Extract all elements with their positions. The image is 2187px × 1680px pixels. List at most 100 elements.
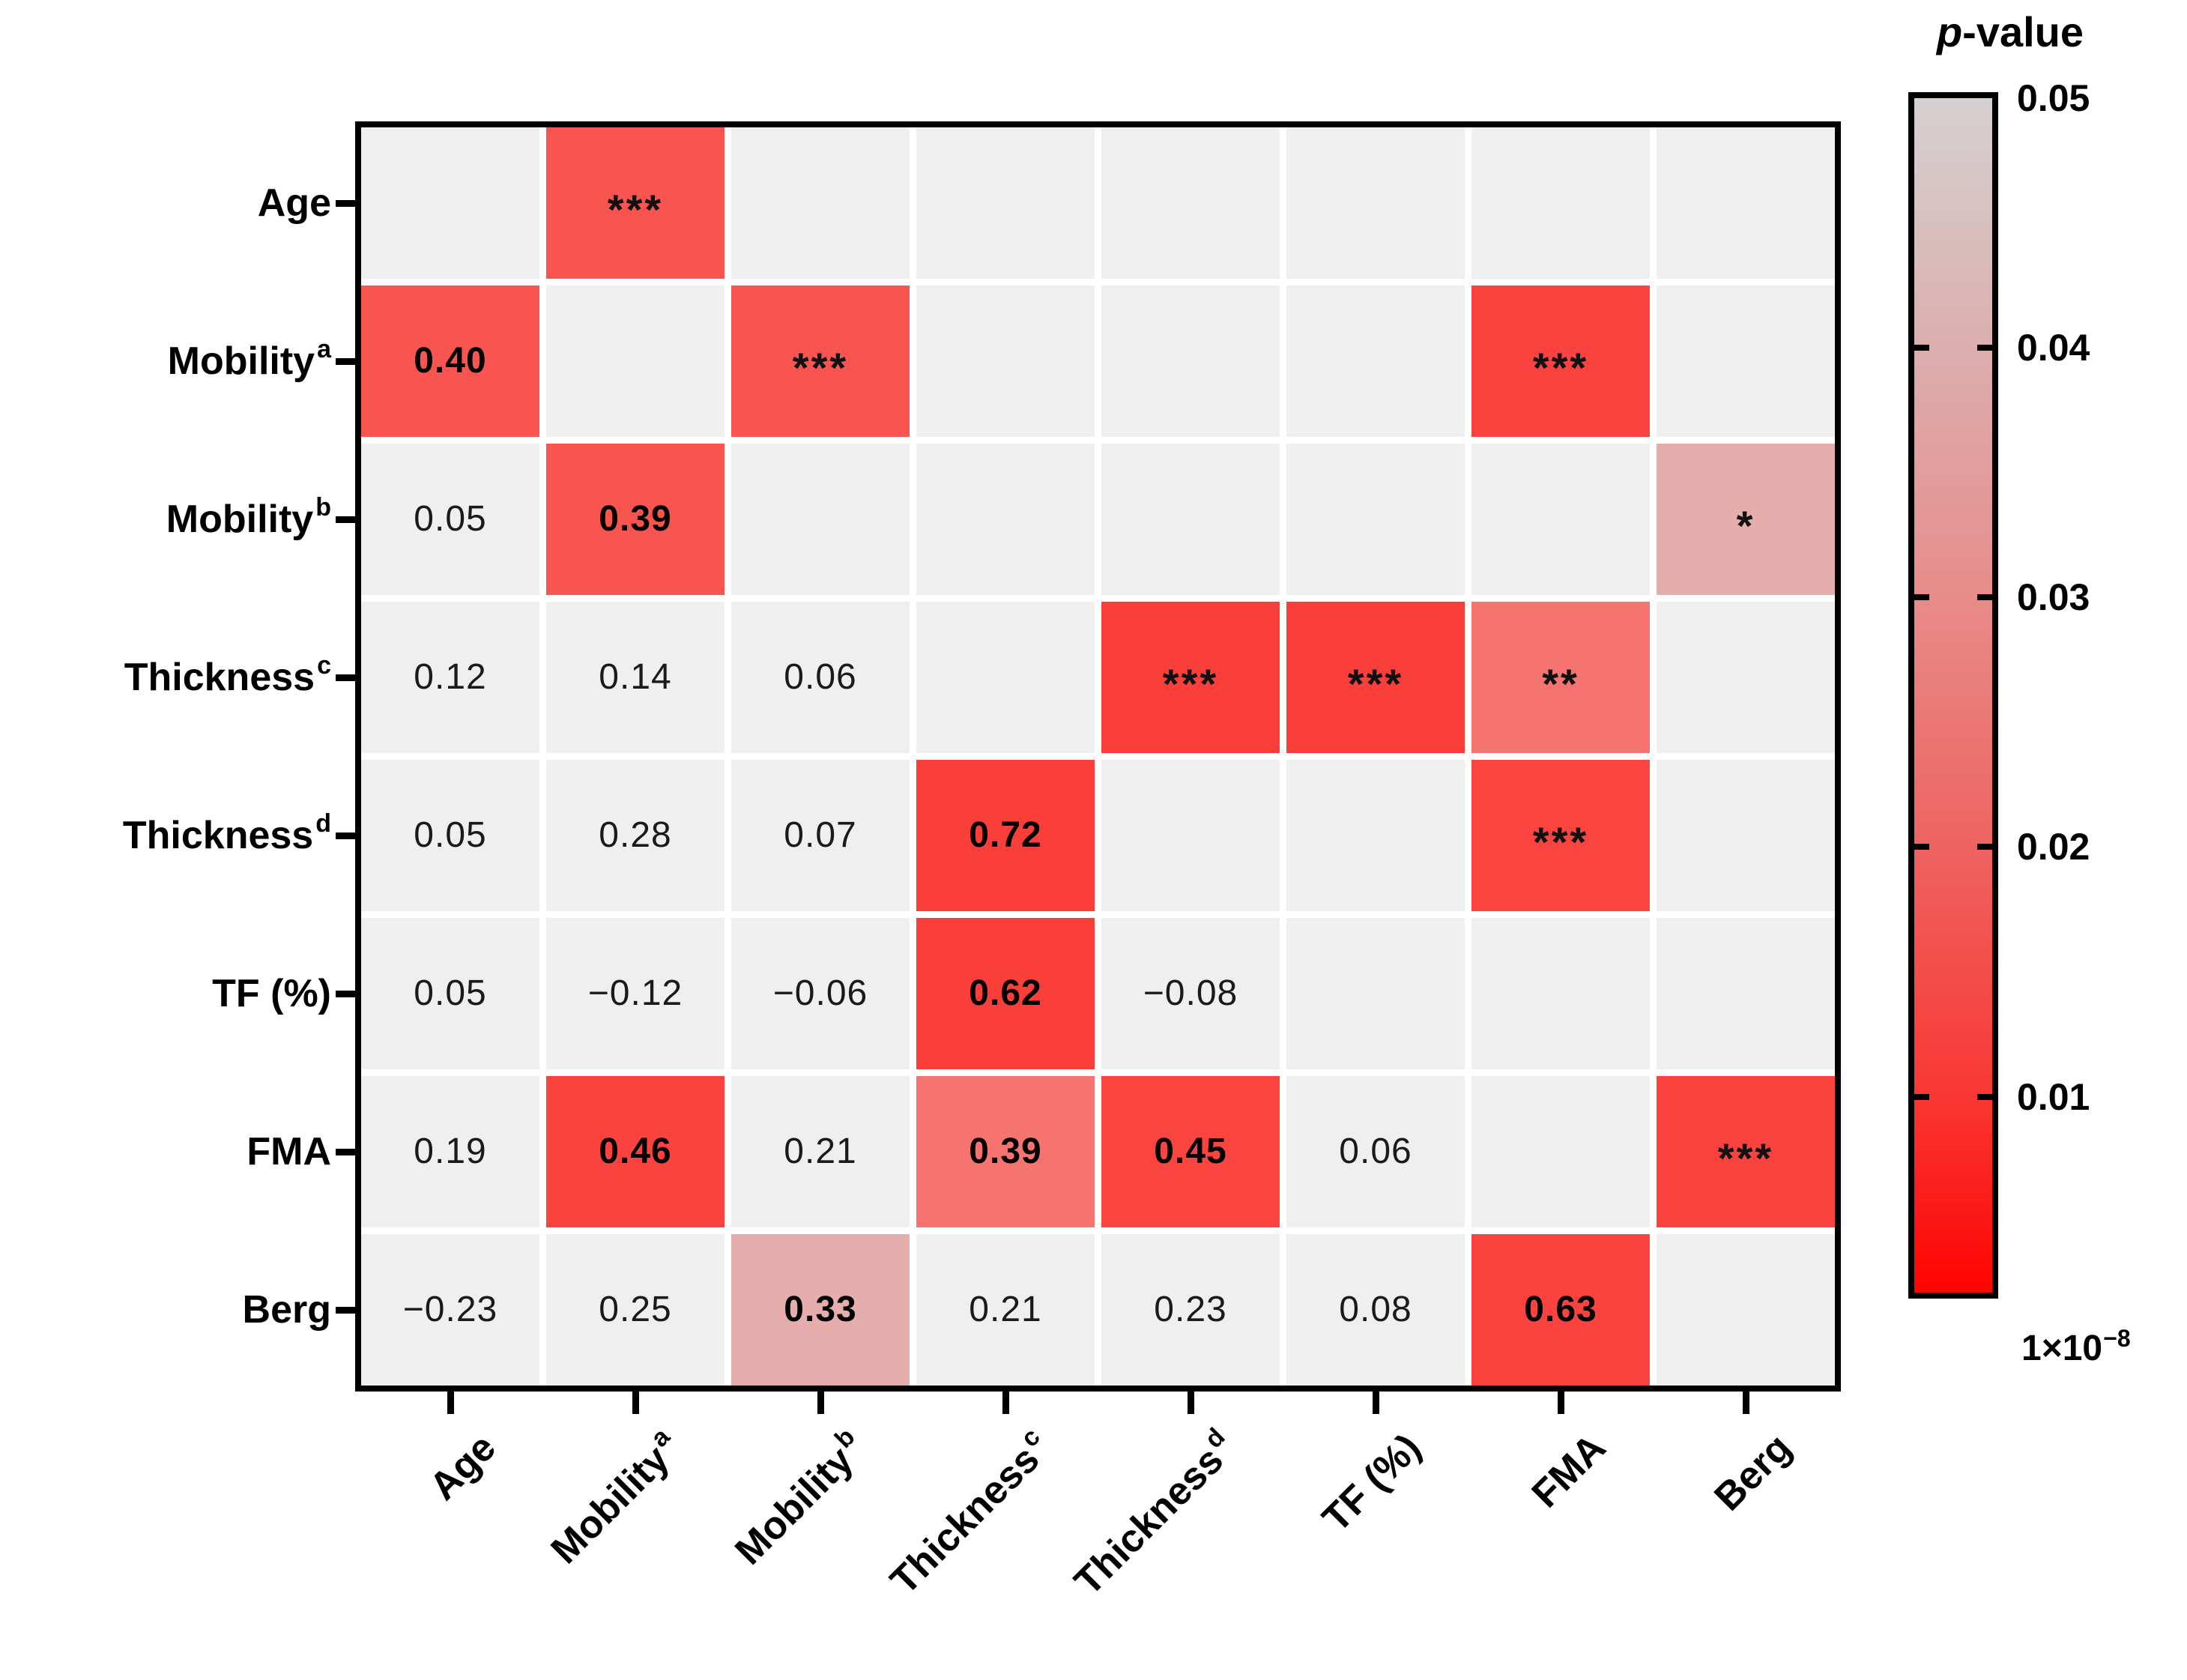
x-axis-tick [1558,1392,1564,1414]
colorbar-tick [1914,1093,1929,1100]
matrix-cell: 0.25 [546,1234,725,1386]
row-label-thickness-c: Thicknessc [124,651,331,700]
axis-label-text: TF (%) [212,972,331,1015]
matrix-cell: 0.39 [916,1076,1095,1227]
correlation-value: 0.07 [784,815,857,855]
axis-label-text: Mobility [542,1437,678,1573]
significance-stars: ** [1542,660,1579,707]
matrix-cell [361,127,539,279]
matrix-cell: 0.08 [1286,1234,1465,1386]
y-axis-tick [336,200,355,207]
y-axis-tick [336,358,355,365]
matrix-cell [1471,1076,1650,1227]
correlation-value: 0.05 [414,499,487,539]
matrix-cell: 0.05 [361,918,539,1069]
colorbar-tick [1914,844,1929,850]
x-axis-tick [447,1392,454,1414]
correlation-value: 0.45 [1154,1131,1227,1171]
row-label-age: Age [258,181,331,226]
colorbar-tick-label: 0.04 [2017,327,2090,369]
colorbar-min-label: 1×10−8 [2021,1325,2131,1369]
colorbar-tick [1977,345,1992,351]
colorbar-tick-label: 0.02 [2017,826,2090,868]
significance-stars: * [1736,502,1755,549]
matrix-cell [1657,918,1835,1069]
column-label-mobility-b: Mobilityb [726,1422,874,1574]
x-axis-tick [1188,1392,1194,1414]
matrix-cell: *** [1657,1076,1835,1227]
column-label-thickness-d: Thicknessd [1065,1422,1244,1604]
correlation-value: −0.12 [587,973,683,1013]
matrix-cell [1286,285,1465,437]
matrix-cell: *** [1286,602,1465,753]
colorbar-tick [1977,594,1992,601]
axis-label-text: Mobility [167,339,315,383]
correlation-value: 0.19 [414,1131,487,1171]
correlation-value: −0.08 [1143,973,1238,1013]
matrix-cell: 0.39 [546,444,725,595]
colorbar-tick [1914,594,1929,601]
matrix-cell: 0.14 [546,602,725,753]
matrix-cell: 0.28 [546,760,725,911]
axis-label-text: Age [257,181,331,225]
significance-stars: *** [1347,660,1404,707]
matrix-cell [731,444,910,595]
matrix-cell: 0.06 [731,602,910,753]
correlation-value: 0.40 [414,341,487,381]
colorbar-title-p: p [1936,8,1963,55]
matrix-cell: −0.12 [546,918,725,1069]
significance-stars: *** [1532,818,1589,865]
correlation-value: 0.23 [1154,1290,1227,1329]
row-label-fma: FMA [246,1129,331,1174]
row-label-mobility-b: Mobilityb [166,493,331,542]
correlation-matrix-grid: *** 0.40 *** *** 0.05 0.39 * 0.12 0.14 0.06 *** ***… [361,127,1835,1386]
matrix-cell: 0.21 [916,1234,1095,1386]
matrix-cell: *** [1101,602,1280,753]
matrix-cell [1101,760,1280,911]
correlation-value: 0.12 [414,657,487,697]
matrix-cell: 0.46 [546,1076,725,1227]
axis-label-text: Thickness [124,656,315,699]
matrix-cell: 0.63 [1471,1234,1650,1386]
matrix-cell: −0.23 [361,1234,539,1386]
matrix-cell: 0.23 [1101,1234,1280,1386]
matrix-cell: 0.40 [361,285,539,437]
axis-label-superscript: b [315,493,331,522]
colorbar-tick [1914,345,1929,351]
axis-label-text: Berg [1705,1425,1800,1520]
correlation-value: 0.63 [1524,1290,1597,1329]
matrix-cell: *** [546,127,725,279]
significance-stars: *** [1532,344,1589,391]
significance-stars: *** [1717,1134,1774,1182]
axis-label-text: Mobility [166,498,314,541]
column-label-berg: Berg [1705,1425,1800,1520]
matrix-cell [1286,127,1465,279]
matrix-cell: 0.21 [731,1076,910,1227]
matrix-cell: *** [1471,760,1650,911]
correlation-value: −0.06 [772,973,868,1013]
matrix-cell: 0.12 [361,602,539,753]
matrix-cell [1286,444,1465,595]
matrix-cell [546,285,725,437]
matrix-cell: *** [731,285,910,437]
colorbar-tick-label: 0.03 [2017,576,2090,619]
significance-stars: *** [792,344,849,391]
colorbar-tick [1977,1093,1992,1100]
x-axis-tick [817,1392,824,1414]
matrix-cell: * [1657,444,1835,595]
matrix-cell: 0.05 [361,444,539,595]
matrix-cell [1286,760,1465,911]
row-label-thickness-d: Thicknessd [123,809,331,858]
matrix-cell [1657,285,1835,437]
matrix-cell [1657,127,1835,279]
correlation-value: 0.05 [414,815,487,855]
correlation-value: 0.06 [1339,1131,1412,1171]
correlation-value: 0.39 [969,1131,1042,1171]
row-label-berg: Berg [243,1287,331,1332]
correlation-value: 0.05 [414,973,487,1013]
correlation-value: 0.28 [599,815,672,855]
matrix-cell [916,444,1095,595]
matrix-cell [1471,918,1650,1069]
correlation-value: 0.33 [784,1290,857,1329]
